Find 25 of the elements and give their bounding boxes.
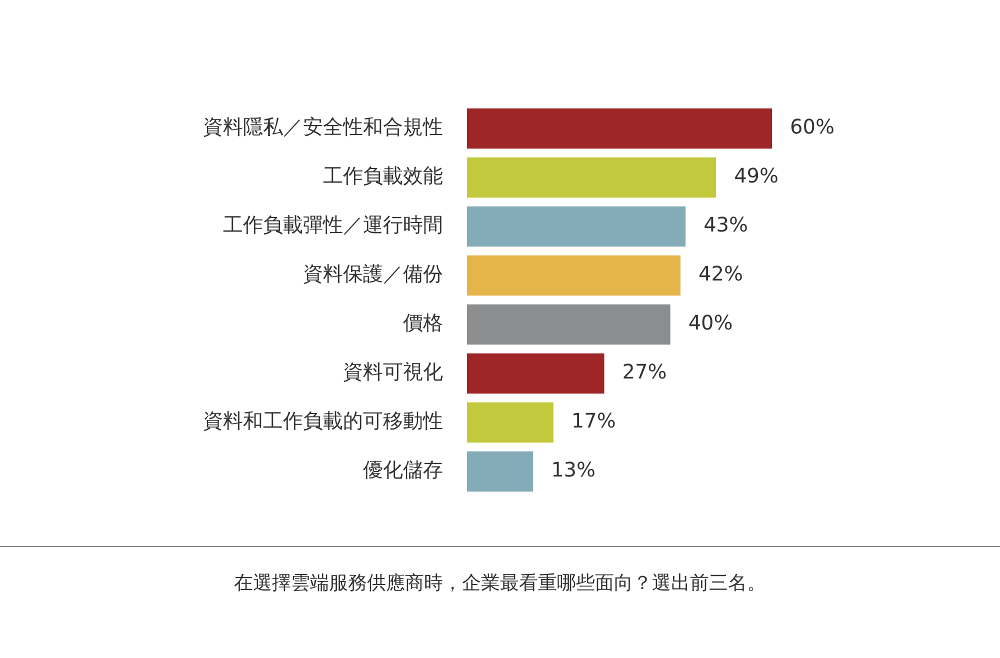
bar <box>467 451 534 492</box>
bar <box>467 255 680 296</box>
data-label: 40% <box>688 310 733 335</box>
y-tick-label: 資料保護／備份 <box>303 262 443 286</box>
data-label: 60% <box>790 114 834 139</box>
bar <box>467 353 604 394</box>
data-label: 49% <box>734 164 779 188</box>
data-label: 43% <box>704 212 748 237</box>
text: 在選擇雲端服務供應商時，企業最看重哪些面向？選出前三名。 <box>233 571 767 596</box>
y-tick-label: 優化儲存 <box>363 458 443 482</box>
data-label: 17% <box>571 408 616 433</box>
data-label: 27% <box>622 360 667 384</box>
bar <box>467 108 772 149</box>
bar <box>467 157 716 198</box>
y-tick-label: 資料可視化 <box>343 360 443 384</box>
y-tick-label: 工作負載效能 <box>323 164 443 188</box>
bar <box>467 402 554 443</box>
y-tick-label: 資料和工作負載的可移動性 <box>203 408 443 433</box>
bar <box>467 304 670 345</box>
data-label: 42% <box>698 262 743 286</box>
y-tick-label: 價格 <box>403 310 443 335</box>
bar <box>467 206 686 247</box>
y-tick-label: 資料隱私／安全性和合規性 <box>203 114 443 139</box>
data-label: 13% <box>551 458 596 482</box>
y-tick-label: 工作負載彈性／運行時間 <box>223 212 443 237</box>
